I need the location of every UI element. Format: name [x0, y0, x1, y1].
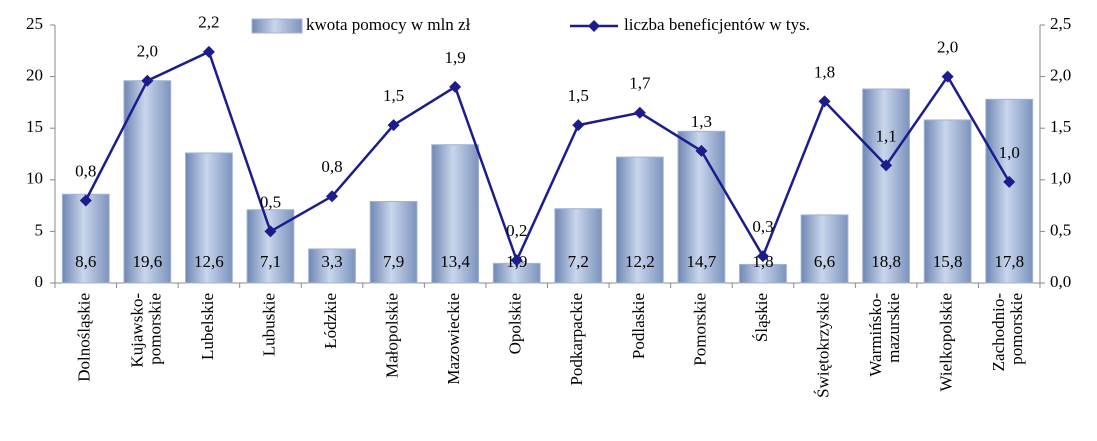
line-value-label: 0,5: [260, 192, 281, 211]
line-marker: [510, 254, 523, 267]
x-tick-label: Świętokrzyskie: [813, 293, 832, 398]
line-marker: [880, 159, 893, 172]
bar-value-label: 12,2: [625, 252, 655, 271]
bar-value-label: 17,8: [994, 252, 1024, 271]
bar-value-label: 3,3: [321, 252, 342, 271]
line-value-label: 2,2: [198, 13, 219, 32]
x-tick-label: Śląskie: [752, 293, 771, 342]
line-marker: [449, 80, 462, 93]
bar: [308, 248, 356, 284]
y-tick-label: 15: [26, 117, 43, 136]
x-tick-label: Łódzkie: [321, 293, 340, 349]
y2-tick-label: 2,5: [1050, 14, 1071, 33]
bar-value-label: 18,8: [871, 252, 901, 271]
line-marker: [941, 70, 954, 83]
y-tick-label: 25: [26, 14, 43, 33]
line-marker: [695, 144, 708, 157]
bar: [185, 152, 233, 284]
line-marker: [756, 250, 769, 263]
line-value-label: 1,3: [691, 112, 712, 131]
bar-value-label: 14,7: [687, 252, 717, 271]
bar: [431, 144, 480, 284]
x-tick-label: Podlaskie: [629, 293, 648, 359]
legend-label: kwota pomocy w mln zł: [306, 15, 471, 34]
y2-tick-label: 1,0: [1050, 169, 1071, 188]
line-value-label: 1,5: [383, 86, 404, 105]
x-tick-label: Warmińsko-mazurskie: [866, 293, 903, 377]
bar: [739, 263, 787, 284]
legend-swatch: [251, 18, 303, 34]
line-value-label: 1,5: [568, 86, 589, 105]
line-marker: [633, 106, 646, 119]
y-tick-label: 10: [26, 169, 43, 188]
x-tick-label: Małopolskie: [383, 293, 402, 378]
bar: [985, 98, 1034, 284]
bar: [369, 200, 418, 284]
bar-value-label: 7,1: [260, 252, 281, 271]
line-value-label: 2,0: [137, 42, 158, 61]
y2-tick-label: 2,0: [1050, 66, 1071, 85]
line-value-label: 1,0: [999, 143, 1020, 162]
line-marker: [326, 190, 339, 203]
bar: [800, 214, 849, 284]
bar: [554, 208, 603, 284]
bar-value-label: 6,6: [814, 252, 835, 271]
line-value-label: 1,9: [445, 48, 466, 67]
x-tick-label: Dolnośląskie: [75, 293, 94, 382]
bar-value-label: 19,6: [132, 252, 162, 271]
line-marker: [79, 194, 92, 207]
y2-tick-label: 0,0: [1050, 272, 1071, 291]
bar-value-label: 12,6: [194, 252, 224, 271]
bar-value-label: 13,4: [440, 252, 470, 271]
line-marker: [1003, 175, 1016, 188]
line-value-label: 0,3: [752, 217, 773, 236]
x-tick-label: Opolskie: [506, 293, 525, 354]
y-tick-label: 5: [35, 220, 44, 239]
line-value-label: 0,8: [75, 161, 96, 180]
x-tick-label: Zachodnio-pomorskie: [989, 293, 1026, 372]
line-marker: [141, 74, 154, 87]
x-tick-label: Pomorskie: [690, 293, 709, 366]
bar: [615, 156, 664, 284]
bar-value-label: 15,8: [933, 252, 963, 271]
bar: [862, 88, 910, 284]
line-marker: [264, 225, 277, 238]
line-marker: [818, 95, 831, 108]
line-value-label: 0,2: [506, 221, 527, 240]
y2-tick-label: 0,5: [1050, 220, 1071, 239]
bar-value-label: 7,2: [568, 252, 589, 271]
x-tick-label: Lubuskie: [259, 293, 278, 356]
y2-tick-label: 1,5: [1050, 117, 1071, 136]
y-tick-label: 0: [35, 272, 44, 291]
line-value-label: 0,8: [321, 157, 342, 176]
legend-label: liczba beneficjentów w tys.: [624, 15, 810, 34]
x-tick-label: Mazowieckie: [444, 293, 463, 385]
bar: [61, 193, 110, 284]
x-tick-label: Wielkopolskie: [937, 293, 956, 391]
line-marker: [202, 45, 215, 58]
bar: [123, 80, 172, 284]
line-value-label: 1,7: [629, 74, 651, 93]
x-tick-label: Podkarpackie: [567, 293, 586, 386]
line: [84, 50, 1011, 264]
line-value-label: 1,8: [814, 62, 835, 81]
line-value-label: 1,1: [875, 126, 896, 145]
line-value-label: 2,0: [937, 38, 958, 57]
x-tick-label: Kujawsko-pomorskie: [127, 293, 164, 368]
bar-value-label: 7,9: [383, 252, 404, 271]
bar-value-label: 8,6: [75, 252, 96, 271]
line-marker: [572, 119, 585, 132]
legend-marker: [588, 20, 600, 32]
line-marker: [387, 119, 400, 132]
bar: [923, 119, 972, 284]
x-tick-label: Lubelskie: [198, 293, 217, 360]
y-tick-label: 20: [26, 66, 43, 85]
